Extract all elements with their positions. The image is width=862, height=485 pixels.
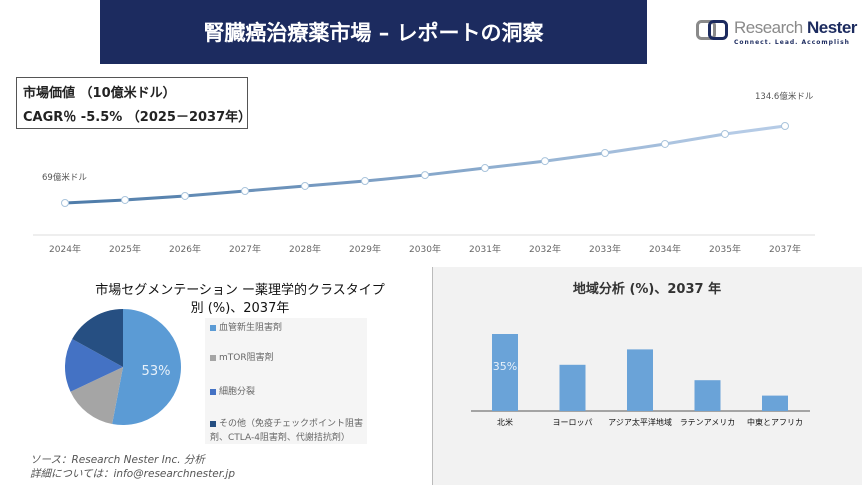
line-segment [244,184,306,193]
pie-data-label: 53% [142,364,171,379]
x-tick-label: アジア太平洋地域 [608,417,672,427]
segment-pie-chart: 53% [65,309,181,425]
x-tick-label: 2028年 [289,243,321,255]
bar [762,395,788,411]
bar [559,364,586,411]
data-point [181,191,189,200]
data-point [121,195,129,204]
line-segment [64,198,126,205]
market-value-label: 市場価値 （10億米ドル） [23,86,176,101]
report-title: 腎臓癌治療薬市場 – レポートの洞察 [203,21,544,45]
legend-item: 血管新生阻害剤 [210,321,282,335]
data-point [241,187,249,196]
pie-slice [70,367,123,424]
line-segment [304,179,366,188]
x-tick-label: 2024年 [49,243,81,255]
data-point [61,199,69,207]
x-tick-label: 中東とアフリカ [747,417,803,427]
pie-slice [112,309,181,425]
pie-slice [65,339,123,392]
line-segment [724,124,786,136]
x-tick-label: 2029年 [349,243,381,255]
data-point [421,171,429,180]
data-point [541,157,549,166]
x-tick-label: ヨーロッパ [553,418,593,427]
x-tick-label: 2035年 [709,243,741,255]
bar-data-label: 35% [493,360,517,373]
market-line-chart: 2024年 2025年 2026年 2027年 2028年 2029年 2030年 2031年… [33,91,815,255]
bar [627,349,653,411]
pie-legend: 血管新生阻害剤 mTOR阻害剤 細胞分裂 その他（免疫チェックポイント阻害 剤、C… [205,318,367,444]
line-segment [124,194,186,202]
x-tick-label: 北米 [497,417,513,427]
x-tick-label: 2026年 [169,243,201,255]
logo-mark-icon [696,20,728,40]
end-value-label: 134.6億米ドル [755,91,814,102]
line-segment [664,132,726,146]
line-segment [544,151,606,163]
pie-slice [72,309,123,367]
report-title-banner: 腎臓癌治療薬市場 – レポートの洞察 [100,0,647,64]
data-point [601,148,609,157]
x-tick-label: 2031年 [469,243,501,255]
research-nester-logo: Research Nester Connect. Lead. Accomplis… [696,18,862,48]
line-segment [424,166,486,177]
legend-item: 細胞分裂 [210,385,255,399]
line-segment [604,142,666,155]
line-segment [184,189,246,198]
legend-item: その他（免疫チェックポイント阻害 剤、CTLA-4阻害剤、代謝拮抗剤） [210,419,364,443]
data-point [361,177,369,186]
x-tick-label: 2037年 [769,243,801,255]
source-note: ソース：Research Nester Inc. 分析 詳細については：info@… [30,454,235,480]
start-value-label: 69億米ドル [42,172,87,183]
x-tick-label: 2034年 [649,243,681,255]
x-tick-label: 2033年 [589,243,621,255]
data-point [781,122,789,130]
bar [694,380,721,411]
bar [492,334,518,411]
x-tick-label: ラテンアメリカ [680,418,736,427]
bar-chart-title: 地域分析 (%)、2037 年 [572,282,722,297]
data-point [301,181,309,190]
x-tick-label: 2030年 [409,243,441,255]
pie-chart-title: 市場セグメンテーション ー薬理学的クラスタイプ別 (%)、2037年 [95,283,385,316]
line-segment [484,159,546,170]
data-point [721,129,729,138]
data-point [481,164,489,173]
regional-bar-chart: 北米 ヨーロッパ アジア太平洋地域 ラテンアメリカ 中東とアフリカ 35% [471,334,810,427]
market-info-box: 市場価値 （10億米ドル） CAGR％ -5.5% （2025－2037年） [16,77,252,129]
x-tick-label: 2032年 [529,243,561,255]
x-tick-label: 2025年 [109,243,141,255]
data-point [661,139,669,148]
legend-item: mTOR阻害剤 [210,351,274,365]
cagr-label: CAGR％ -5.5% （2025－2037年） [23,110,252,125]
line-segment [364,173,426,183]
x-tick-label: 2027年 [229,243,261,255]
